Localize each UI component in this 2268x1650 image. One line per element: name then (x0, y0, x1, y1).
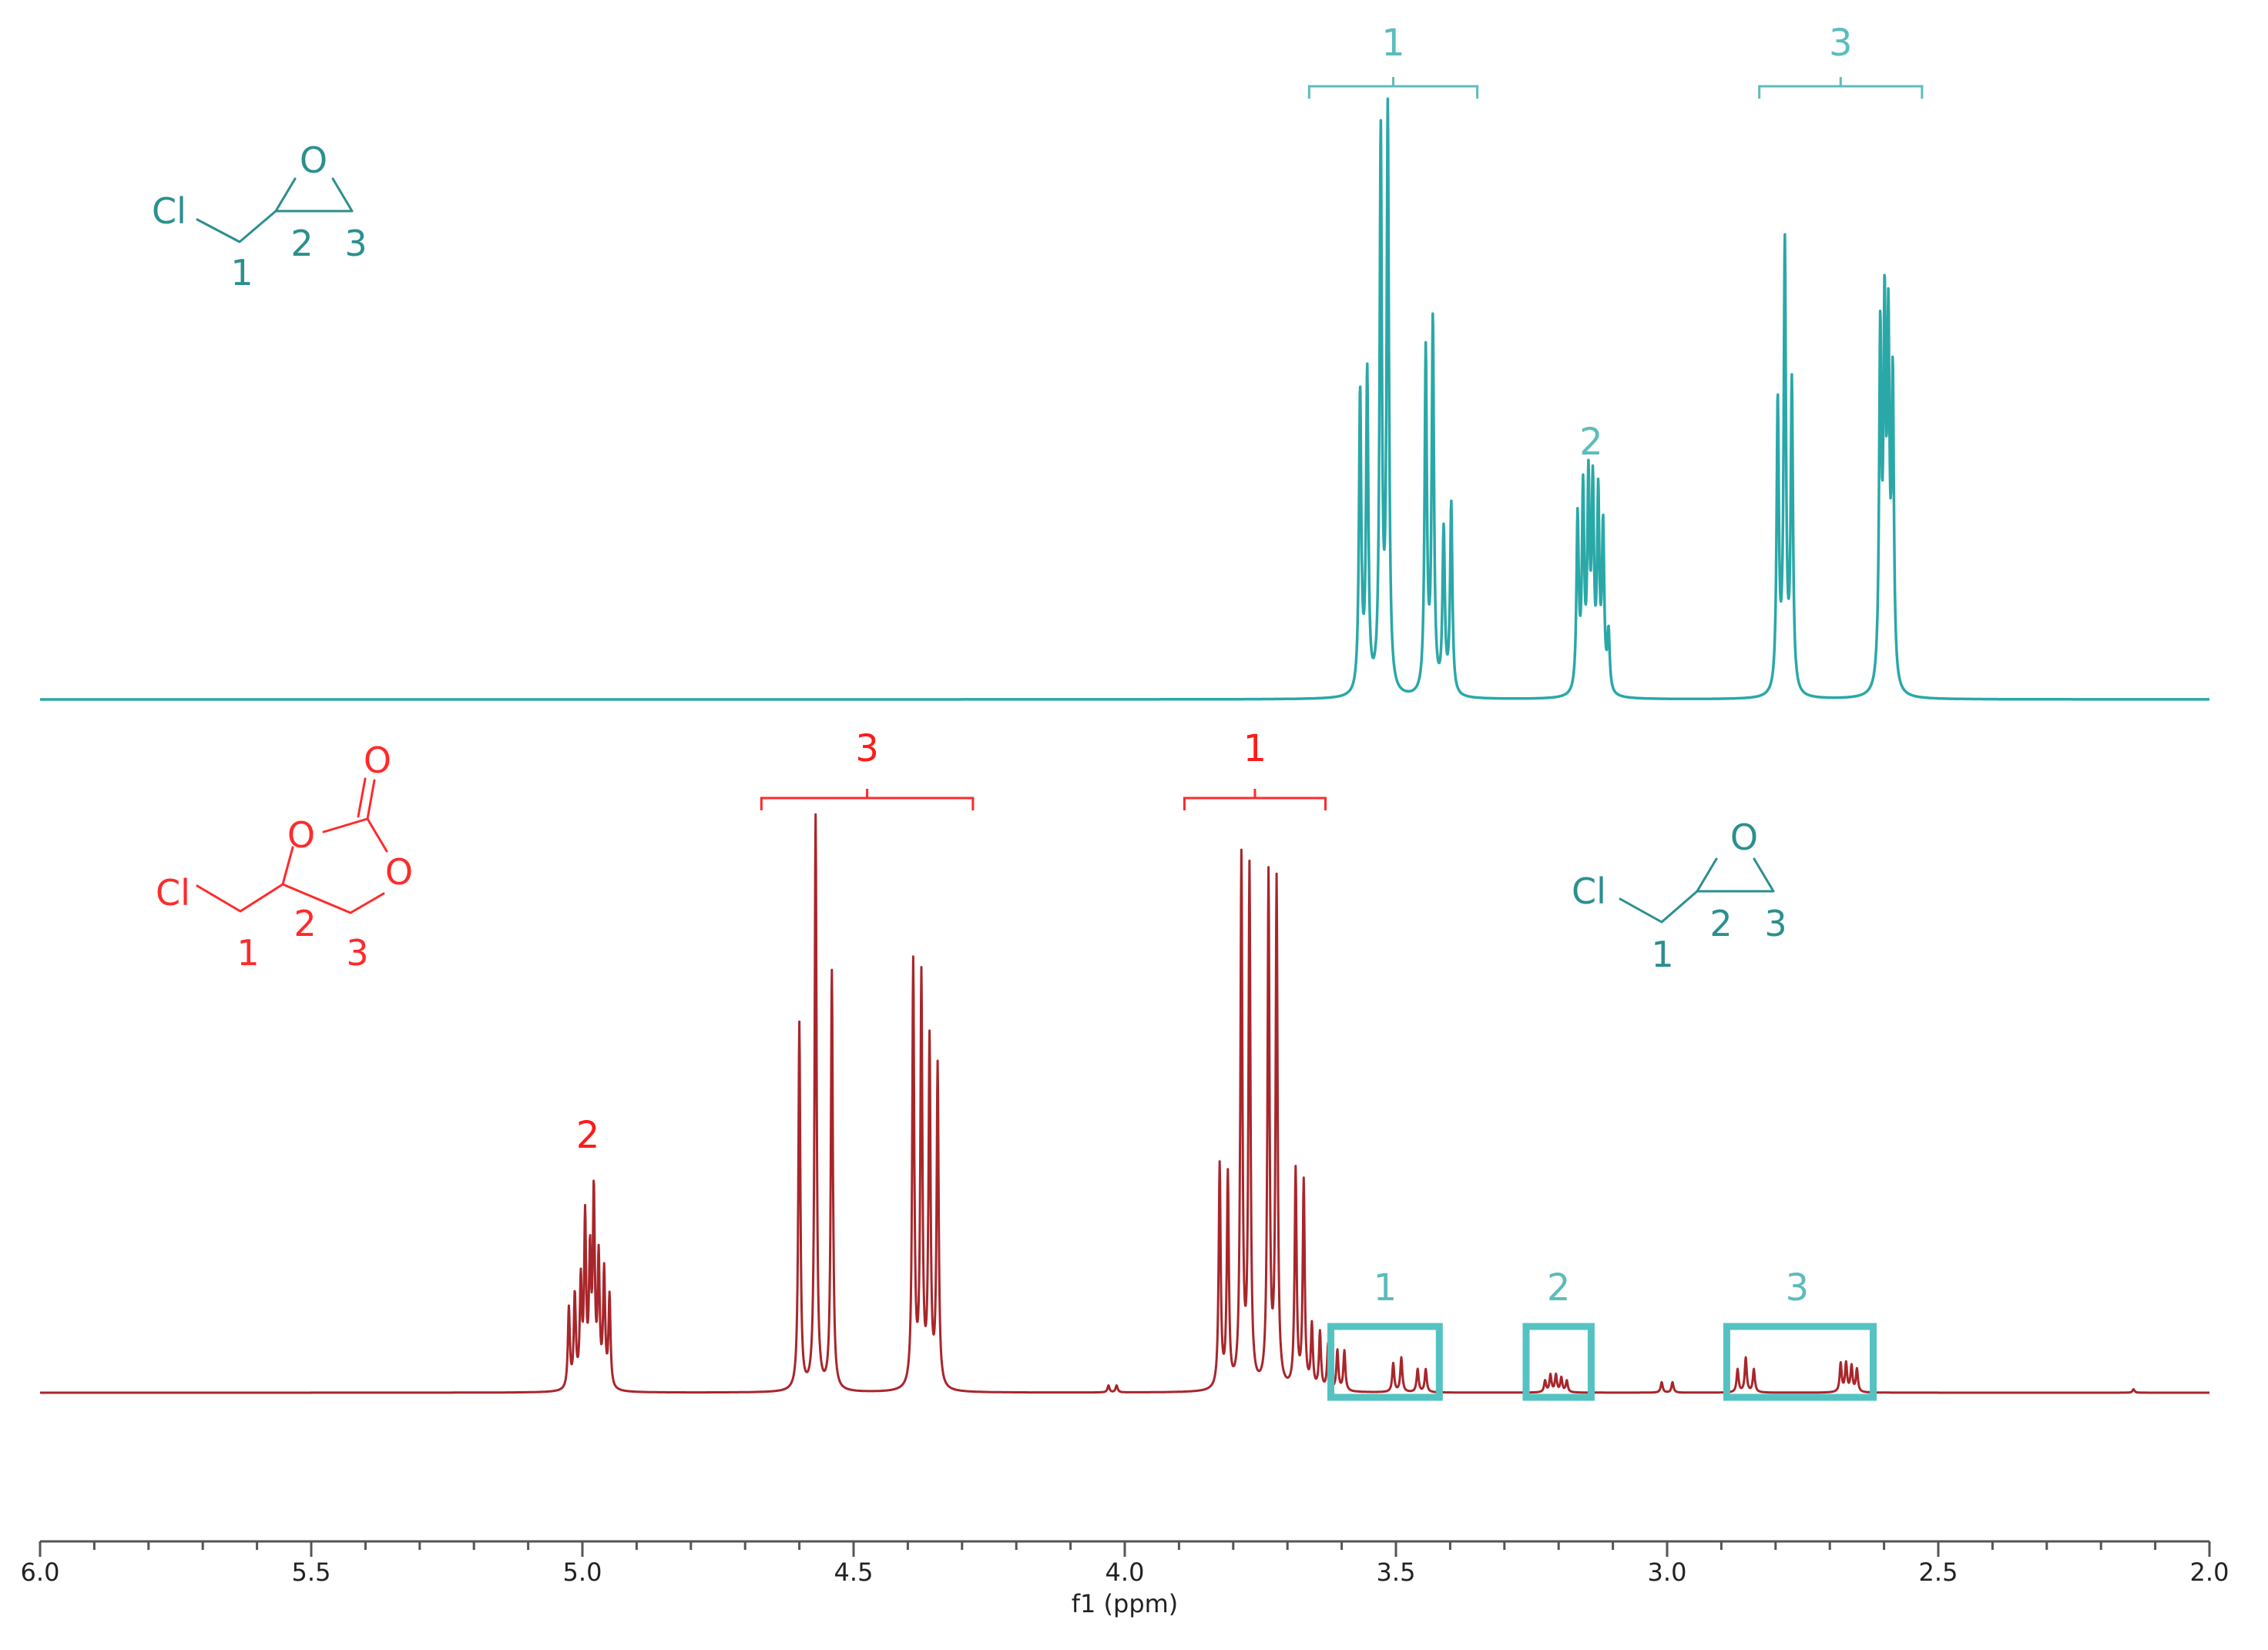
impurity-label-0: 1 (1374, 1266, 1397, 1310)
peak-label-1-1: 3 (855, 727, 879, 770)
carbonate-o-ring-left: O (287, 814, 315, 856)
carbonate-label-2: 2 (294, 903, 316, 944)
epoxide2-label-3: 3 (1764, 903, 1787, 944)
x-tick-label: 2.0 (2190, 1558, 2229, 1587)
carbonate-o-ring-right: O (385, 851, 413, 893)
x-tick-label: 3.5 (1377, 1558, 1416, 1587)
x-tick-label: 4.0 (1105, 1558, 1145, 1587)
epoxide2-label-2: 2 (1709, 903, 1732, 944)
carbonate-label-3: 3 (346, 932, 368, 974)
carbonate-cl-atom: Cl (156, 872, 190, 914)
x-tick-label: 2.5 (1919, 1558, 1958, 1587)
impurity-label-1: 2 (1547, 1266, 1571, 1310)
epoxide2-o-atom: O (1730, 817, 1758, 858)
epoxide-label-3: 3 (344, 223, 367, 264)
bracket-0-2 (1758, 77, 1924, 99)
peak-label-0-1: 2 (1579, 421, 1603, 464)
spectrum-carbonate (39, 813, 2210, 1394)
epoxide-label-1: 1 (230, 252, 253, 293)
epoxide2-label-1: 1 (1651, 934, 1673, 975)
bracket-0-0 (1307, 77, 1479, 99)
epoxide-label-2: 2 (290, 223, 313, 264)
carbonate-o-carbonyl: O (364, 739, 391, 781)
epoxide-cl-atom: Cl (152, 190, 186, 232)
impurity-box-1 (1522, 1323, 1595, 1401)
x-axis: 6.0 5.5 5.0 4.5 4.0 3.5 3.0 2.5 2.0 f1 (ppm) (21, 1540, 2229, 1618)
structure-carbonate: Cl O O O 1 2 3 (156, 739, 413, 974)
peak-label-0-0: 1 (1381, 22, 1405, 65)
impurity-box-2 (1723, 1323, 1877, 1401)
structure-epoxide-top: Cl O 1 2 3 (152, 139, 367, 293)
x-tick-label: 5.5 (292, 1558, 331, 1587)
carbonate-label-1: 1 (237, 932, 259, 974)
bracket-1-2 (1183, 789, 1327, 810)
structure-epoxide-bottom: Cl O 1 2 3 (1572, 817, 1787, 975)
bracket-1-1 (760, 789, 975, 810)
x-tick-label: 6.0 (21, 1558, 60, 1587)
peak-label-0-2: 3 (1829, 22, 1853, 65)
impurity-label-2: 3 (1786, 1266, 1810, 1310)
x-tick-label: 3.0 (1648, 1558, 1687, 1587)
peak-label-1-2: 1 (1243, 727, 1267, 770)
x-axis-label: f1 (ppm) (1072, 1589, 1179, 1618)
impurity-box-0 (1327, 1323, 1443, 1401)
x-tick-label: 5.0 (563, 1558, 602, 1587)
spectrum-epichlorohydrin (39, 97, 2211, 701)
epoxide-o-atom: O (300, 139, 327, 181)
x-tick-label: 4.5 (834, 1558, 874, 1587)
peak-label-1-0: 2 (576, 1114, 600, 1157)
epoxide2-cl-atom: Cl (1572, 870, 1606, 912)
